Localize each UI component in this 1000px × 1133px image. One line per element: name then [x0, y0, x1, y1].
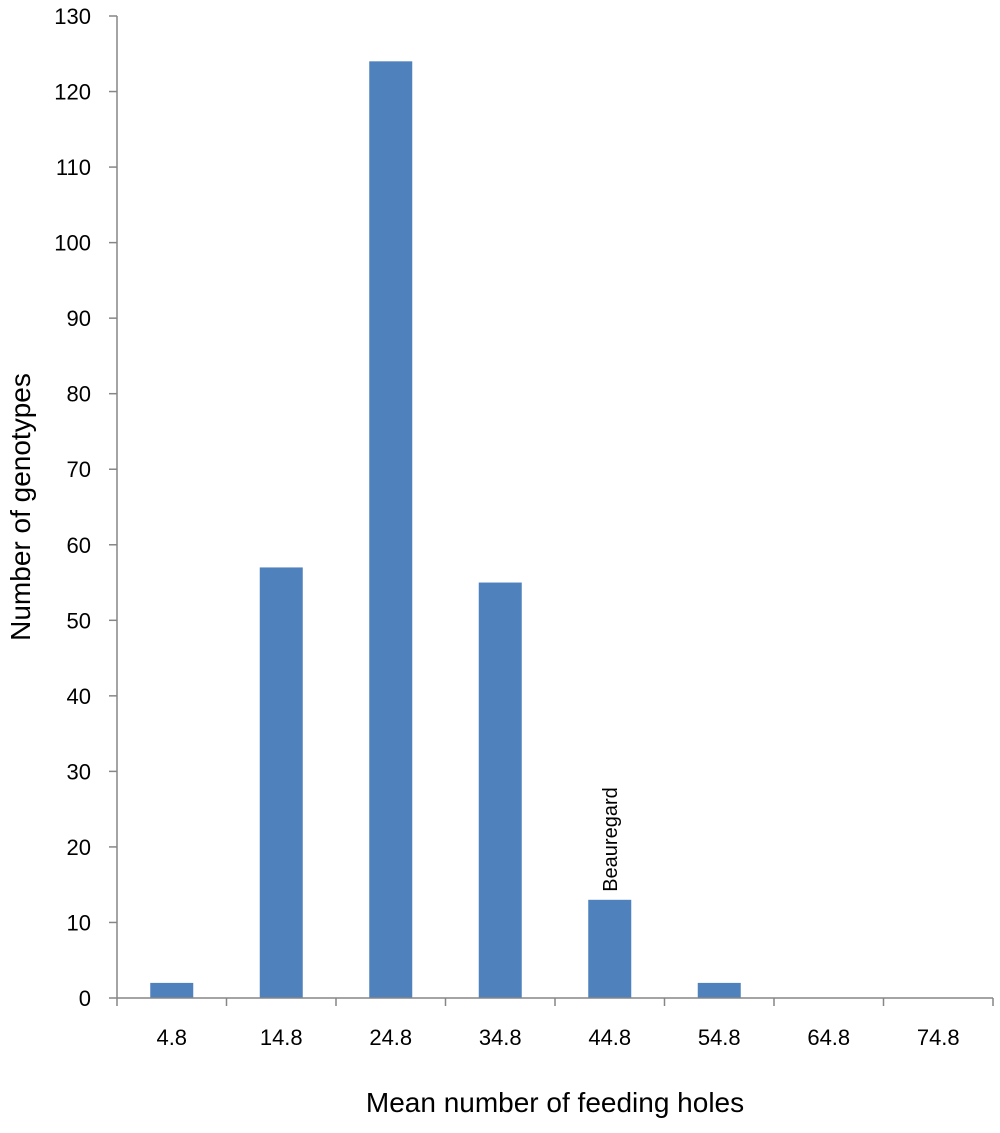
x-tick-label: 74.8: [917, 1025, 960, 1050]
bar-14.8: [259, 567, 303, 998]
y-tick-label: 10: [67, 910, 91, 935]
y-tick-label: 60: [67, 533, 91, 558]
x-tick-label: 4.8: [156, 1025, 187, 1050]
bar-34.8: [478, 582, 522, 998]
bar-44.8: [588, 899, 632, 998]
y-tick-label: 20: [67, 835, 91, 860]
y-tick-label: 120: [54, 80, 91, 105]
y-tick-label: 90: [67, 306, 91, 331]
y-tick-label: 100: [54, 231, 91, 256]
x-tick-label: 54.8: [698, 1025, 741, 1050]
y-tick-label: 40: [67, 684, 91, 709]
annotations-group: Beauregard: [600, 787, 622, 892]
y-ticks-group: 0 10 20 30 40 50 60 70 80 90 100 110 120 130: [54, 4, 117, 1011]
y-axis-title: Number of genotypes: [5, 373, 36, 641]
bar-4.8: [150, 982, 194, 998]
y-tick-label: 50: [67, 608, 91, 633]
y-tick-label: 80: [67, 382, 91, 407]
y-tick-label: 130: [54, 4, 91, 29]
y-tick-label: 70: [67, 457, 91, 482]
x-tick-label: 34.8: [479, 1025, 522, 1050]
axes-group: [116, 16, 993, 999]
bar-24.8: [369, 61, 413, 999]
x-tick-label: 44.8: [588, 1025, 631, 1050]
x-tick-label: 64.8: [807, 1025, 850, 1050]
x-tick-label: 14.8: [260, 1025, 303, 1050]
x-ticks-group: 4.8 14.8 24.8 34.8 44.8 54.8 64.8 74.8: [116, 998, 994, 1050]
x-axis-title: Mean number of feeding holes: [366, 1087, 744, 1118]
y-tick-label: 30: [67, 759, 91, 784]
bar-54.8: [697, 982, 741, 998]
bars-group: [150, 61, 741, 999]
y-tick-label: 0: [79, 986, 91, 1011]
x-tick-label: 24.8: [369, 1025, 412, 1050]
y-tick-label: 110: [56, 155, 91, 180]
annotation-label: Beauregard: [600, 787, 622, 892]
